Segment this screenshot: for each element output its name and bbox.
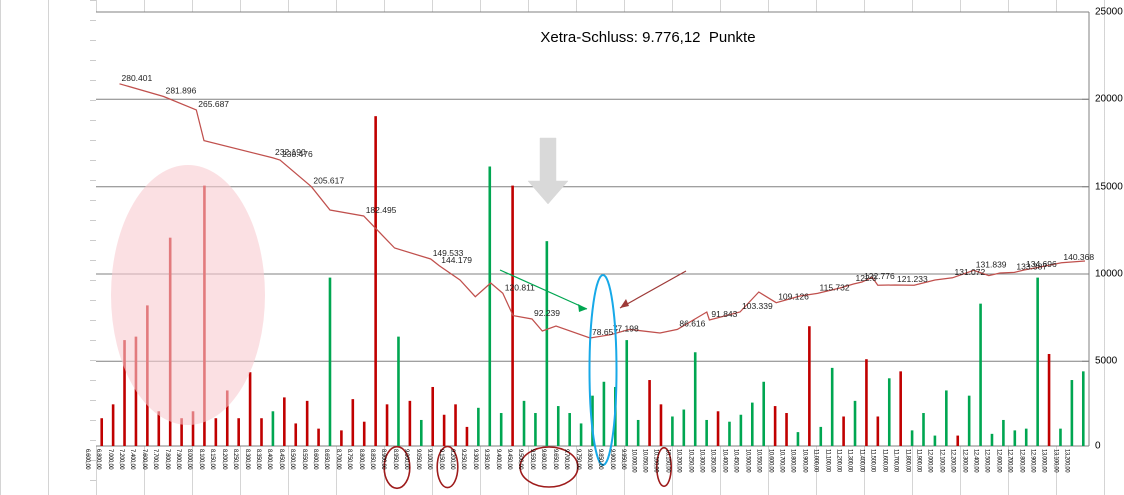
svg-text:265.687: 265.687 — [198, 99, 229, 109]
svg-text:280.401: 280.401 — [122, 73, 153, 83]
svg-text:230.476: 230.476 — [282, 149, 313, 159]
svg-text:131.839: 131.839 — [976, 259, 1007, 269]
svg-text:115.732: 115.732 — [820, 282, 850, 292]
svg-text:281.896: 281.896 — [166, 86, 197, 96]
svg-text:134.696: 134.696 — [1026, 259, 1057, 269]
svg-text:86.616: 86.616 — [679, 318, 705, 328]
svg-text:122.776: 122.776 — [864, 271, 895, 281]
svg-text:91.843: 91.843 — [711, 309, 737, 319]
svg-text:103.339: 103.339 — [742, 301, 773, 311]
svg-text:140.368: 140.368 — [1063, 252, 1094, 262]
svg-text:109.126: 109.126 — [778, 292, 809, 302]
svg-text:182.495: 182.495 — [366, 205, 397, 215]
svg-text:121.233: 121.233 — [897, 274, 928, 284]
svg-text:92.239: 92.239 — [534, 308, 560, 318]
svg-text:144.179: 144.179 — [441, 255, 472, 265]
svg-text:205.617: 205.617 — [313, 176, 344, 186]
svg-text:77.198: 77.198 — [613, 324, 639, 334]
